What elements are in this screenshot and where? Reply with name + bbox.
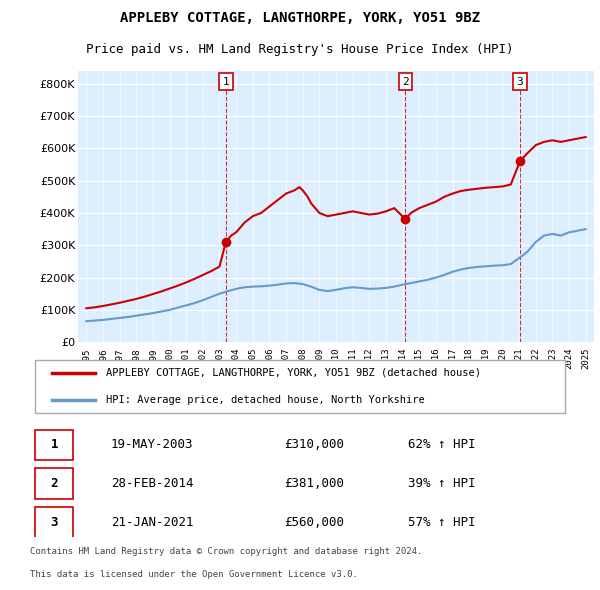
Text: 2: 2 bbox=[402, 77, 409, 87]
Text: £381,000: £381,000 bbox=[284, 477, 344, 490]
Text: 19-MAY-2003: 19-MAY-2003 bbox=[111, 438, 193, 451]
Text: 28-FEB-2014: 28-FEB-2014 bbox=[111, 477, 193, 490]
FancyBboxPatch shape bbox=[35, 360, 565, 413]
Text: £560,000: £560,000 bbox=[284, 516, 344, 529]
Text: This data is licensed under the Open Government Licence v3.0.: This data is licensed under the Open Gov… bbox=[30, 570, 358, 579]
Text: 1: 1 bbox=[50, 438, 58, 451]
Text: APPLEBY COTTAGE, LANGTHORPE, YORK, YO51 9BZ (detached house): APPLEBY COTTAGE, LANGTHORPE, YORK, YO51 … bbox=[106, 368, 481, 378]
Text: 62% ↑ HPI: 62% ↑ HPI bbox=[408, 438, 476, 451]
FancyBboxPatch shape bbox=[35, 507, 73, 538]
Text: APPLEBY COTTAGE, LANGTHORPE, YORK, YO51 9BZ: APPLEBY COTTAGE, LANGTHORPE, YORK, YO51 … bbox=[120, 11, 480, 25]
Text: 2: 2 bbox=[50, 477, 58, 490]
FancyBboxPatch shape bbox=[35, 468, 73, 499]
Text: 3: 3 bbox=[517, 77, 523, 87]
Text: £310,000: £310,000 bbox=[284, 438, 344, 451]
Text: 39% ↑ HPI: 39% ↑ HPI bbox=[408, 477, 476, 490]
Text: HPI: Average price, detached house, North Yorkshire: HPI: Average price, detached house, Nort… bbox=[106, 395, 424, 405]
FancyBboxPatch shape bbox=[35, 430, 73, 460]
Text: Price paid vs. HM Land Registry's House Price Index (HPI): Price paid vs. HM Land Registry's House … bbox=[86, 43, 514, 56]
Text: 1: 1 bbox=[223, 77, 229, 87]
Text: 21-JAN-2021: 21-JAN-2021 bbox=[111, 516, 193, 529]
Text: 57% ↑ HPI: 57% ↑ HPI bbox=[408, 516, 476, 529]
Text: Contains HM Land Registry data © Crown copyright and database right 2024.: Contains HM Land Registry data © Crown c… bbox=[30, 546, 422, 556]
Text: 3: 3 bbox=[50, 516, 58, 529]
